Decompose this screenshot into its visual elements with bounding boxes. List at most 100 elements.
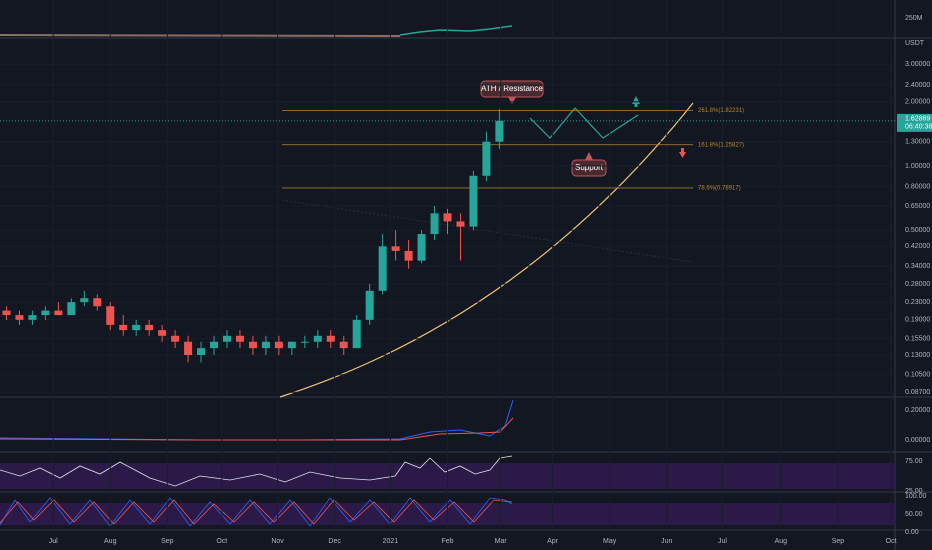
forecast-path <box>529 107 639 139</box>
y-tick-label: 0.13000 <box>905 352 930 359</box>
candle-body <box>80 298 89 303</box>
stoch-label: 100.00 <box>905 493 927 500</box>
candle-body <box>158 330 167 336</box>
trend-line <box>281 199 694 263</box>
candle-body <box>495 120 504 142</box>
x-tick-label: Sep <box>161 538 174 545</box>
rsi-label: 25.00 <box>905 488 923 495</box>
x-tick-label: Mar <box>495 538 508 545</box>
candle-body <box>28 315 37 320</box>
x-tick-label: Oct <box>216 538 227 545</box>
candle-body <box>222 335 231 342</box>
volume-line <box>399 25 513 36</box>
x-tick-label: Dec <box>328 538 341 545</box>
candle-body <box>339 341 348 349</box>
x-tick-label: Jun <box>661 538 672 545</box>
stoch-d <box>0 499 513 525</box>
x-tick-label: Aug <box>104 538 117 545</box>
candle-body <box>274 341 283 349</box>
x-tick-label: Jul <box>49 538 58 545</box>
y-tick-label: 0.65000 <box>905 203 930 210</box>
x-tick-label: Nov <box>271 538 284 545</box>
fib-label: 78.6%(0.78917) <box>698 186 741 192</box>
candle-body <box>106 306 115 325</box>
candle-body <box>326 335 335 342</box>
y-tick-label: 3.00000 <box>905 61 930 68</box>
candle-body <box>391 246 400 251</box>
stoch-label: 50.00 <box>905 511 923 518</box>
candle-body <box>132 324 141 331</box>
fib-label: 261.8%(1.82231) <box>698 108 744 114</box>
candle-body <box>456 221 465 227</box>
y-tick-label: 2.00000 <box>905 99 930 106</box>
x-tick-label: Oct <box>886 538 897 545</box>
candle-body <box>171 335 180 342</box>
x-tick-label: Sep <box>832 538 845 545</box>
last-price-tag <box>897 113 932 132</box>
x-tick-label: Jul <box>718 538 727 545</box>
x-tick-label: May <box>603 538 617 545</box>
candle-body <box>469 175 478 227</box>
stoch-k <box>0 497 513 527</box>
support-curve <box>279 102 694 398</box>
volume-label: 250M <box>905 15 923 22</box>
y-tick-label: 0.19000 <box>905 317 930 324</box>
candle-body <box>210 341 219 349</box>
fib-label: 161.8%(1.25827) <box>698 142 744 148</box>
candle-body <box>119 324 128 331</box>
y-tick-label: 0.15500 <box>905 336 930 343</box>
candle-body <box>365 290 374 320</box>
candle-body <box>184 341 193 355</box>
candle-body <box>54 310 63 316</box>
rsi-line <box>0 455 513 487</box>
x-tick-label: Feb <box>441 538 453 545</box>
candle-body <box>197 348 206 355</box>
candle-body <box>248 341 257 349</box>
x-tick-label: Aug <box>775 538 788 545</box>
candle-body <box>417 234 426 261</box>
down-arrow <box>679 148 686 158</box>
candle-body <box>41 310 50 316</box>
candle-body <box>2 310 11 316</box>
candle-body <box>15 315 24 320</box>
candle-body <box>67 302 76 316</box>
volume-line <box>0 34 401 37</box>
candle-body <box>287 341 296 349</box>
currency-label: USDT <box>905 40 925 47</box>
y-tick-label: 0.28000 <box>905 281 930 288</box>
y-tick-label: 0.34000 <box>905 263 930 270</box>
candle-body <box>430 213 439 235</box>
macd-label: 0.00000 <box>905 437 930 444</box>
candle-body <box>300 341 309 343</box>
candle-body <box>404 250 413 261</box>
candle-body <box>482 141 491 176</box>
y-tick-label: 2.40000 <box>905 82 930 89</box>
candle-body <box>235 335 244 342</box>
rsi-label: 75.00 <box>905 458 923 465</box>
y-tick-label: 1.30000 <box>905 139 930 146</box>
candle-body <box>378 246 387 291</box>
countdown: 06:40:38 <box>905 124 932 131</box>
stoch-label: 0.00 <box>905 529 919 536</box>
annotation: ATH / Resistance <box>481 84 543 93</box>
candle-body <box>261 341 270 349</box>
x-tick-label: 2021 <box>383 538 399 545</box>
candle-body <box>443 213 452 222</box>
y-tick-label: 0.23000 <box>905 299 930 306</box>
annotation-pointer <box>508 97 516 104</box>
candle-body <box>93 298 102 307</box>
signal-line <box>0 417 514 441</box>
macd-label: 0.20000 <box>905 407 930 414</box>
candle-body <box>145 324 154 331</box>
y-tick-label: 1.00000 <box>905 163 930 170</box>
candle-body <box>352 319 361 349</box>
y-tick-label: 0.42000 <box>905 243 930 250</box>
annotation-pointer <box>585 152 593 160</box>
x-tick-label: Apr <box>547 538 559 545</box>
last-price: 1.62869 <box>905 116 930 123</box>
y-tick-label: 0.80000 <box>905 184 930 191</box>
y-tick-label: 0.10500 <box>905 372 930 379</box>
y-tick-label: 0.50000 <box>905 227 930 234</box>
